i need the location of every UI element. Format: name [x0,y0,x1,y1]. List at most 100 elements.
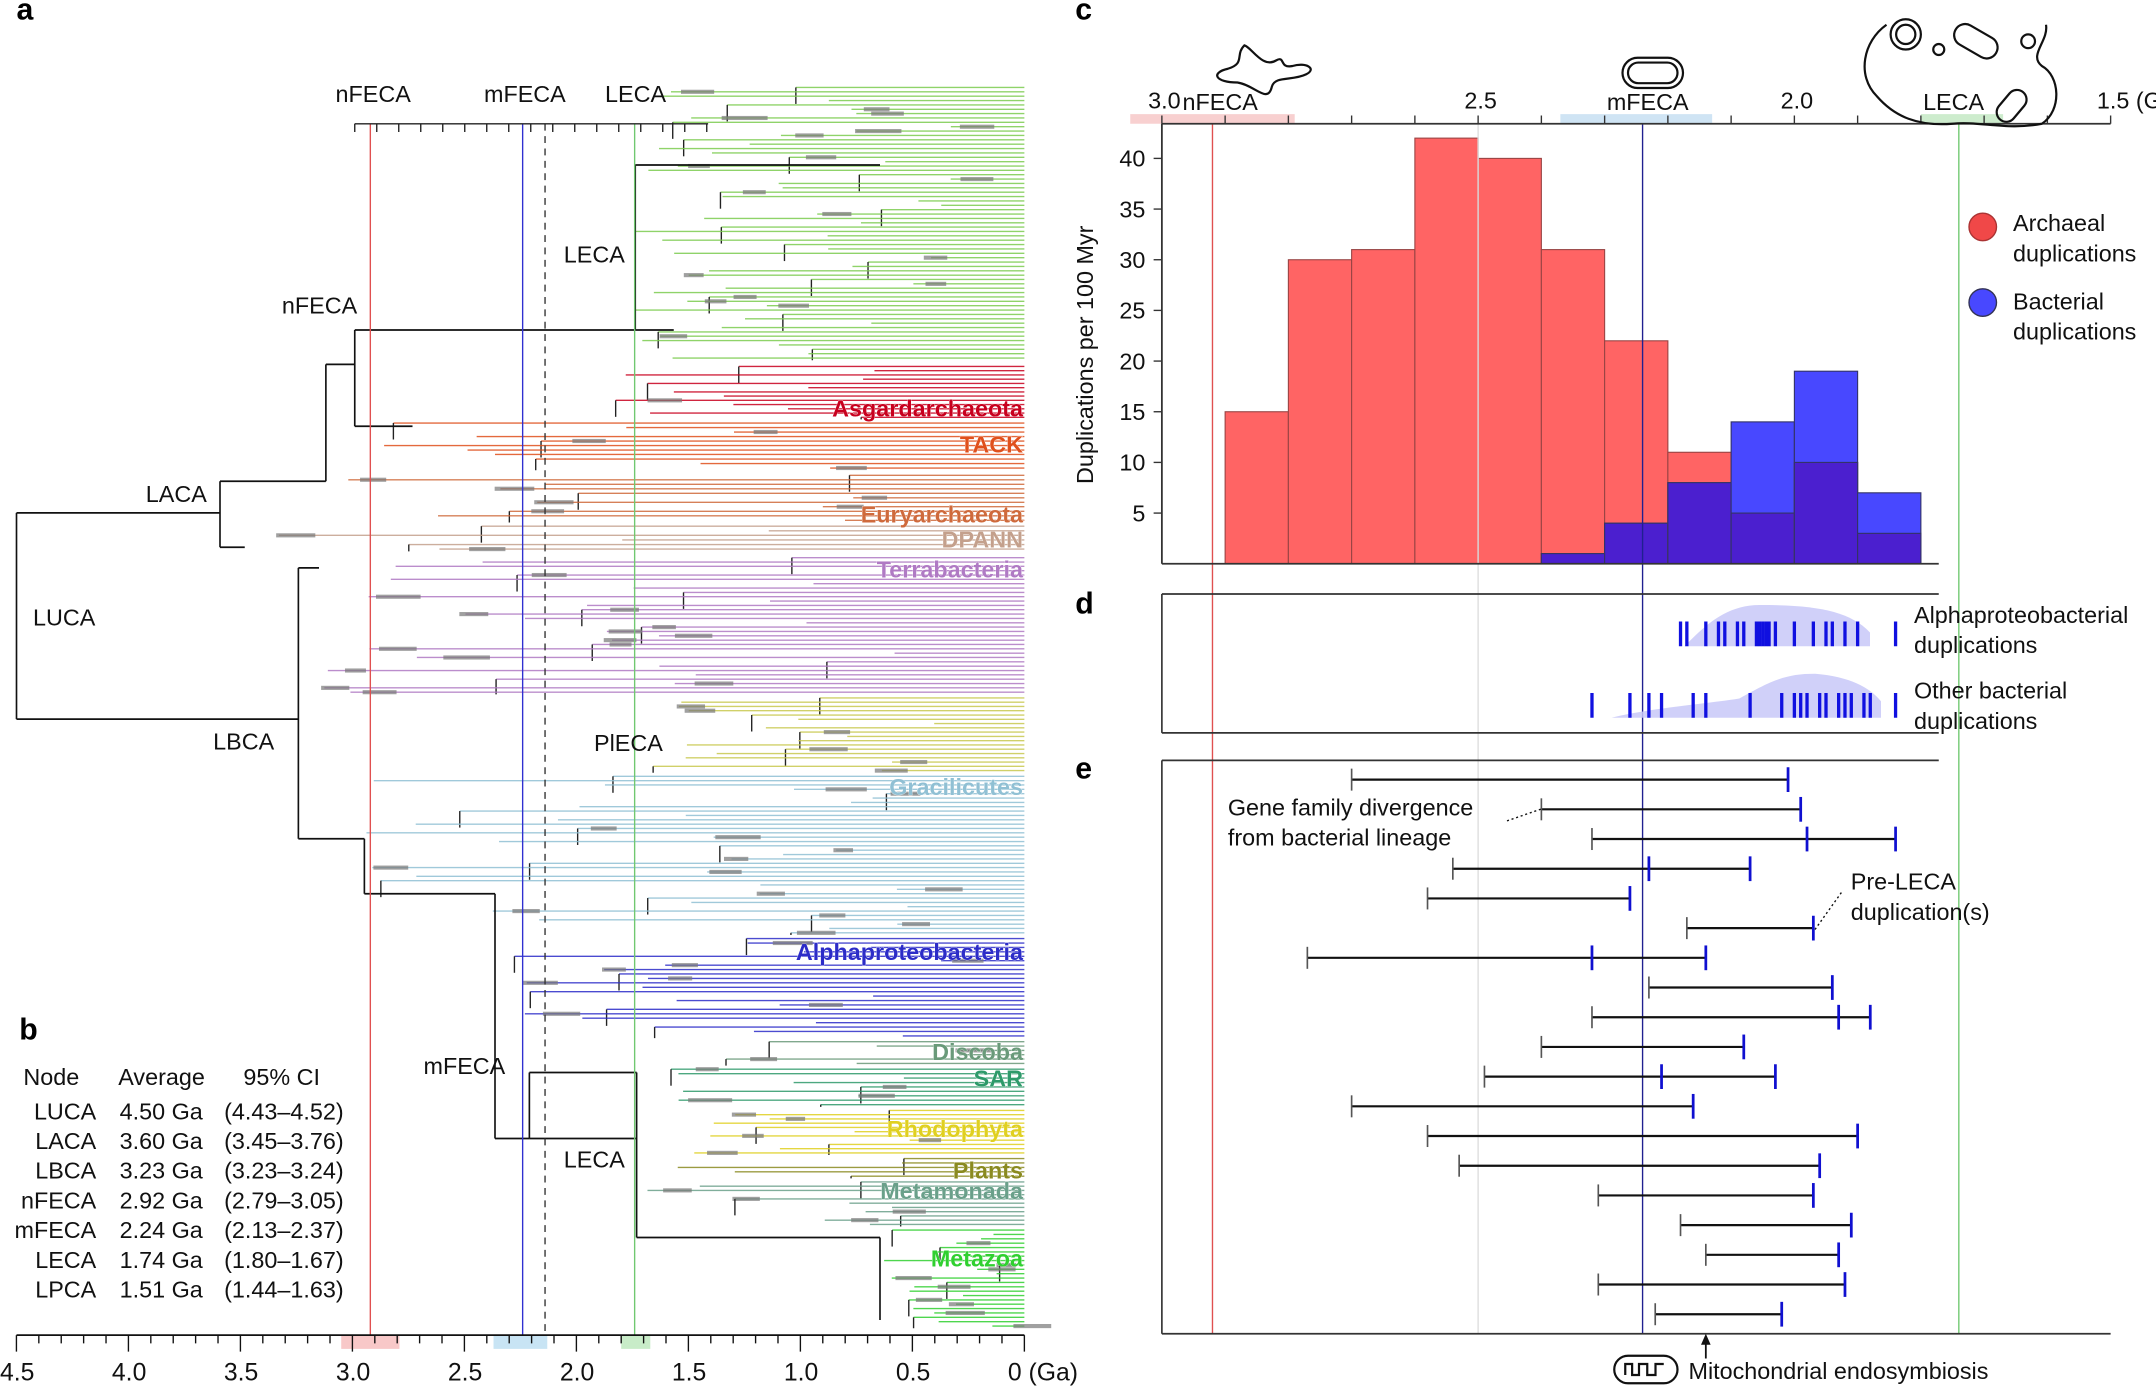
age-ci-bar [772,940,813,946]
row-node: LPCA [35,1276,96,1302]
age-ci-bar [321,685,350,690]
axis-tick-label: 1.0 [784,1360,818,1386]
age-ci-bar [900,759,928,765]
age-ci-bar [823,730,851,735]
marker-label-nfeca: nFECA [1183,89,1259,115]
age-ci-bar [822,211,852,217]
age-ci-bar [534,500,574,505]
age-ci-bar [966,1241,991,1246]
age-ci-bar [542,1011,581,1016]
row-node: mFECA [14,1217,96,1243]
bar-overlap [1730,512,1795,565]
clade-label-discoba: Discoba [932,1039,1024,1065]
node-label-pleca: PlECA [594,730,663,756]
node-label-nfeca: nFECA [282,293,358,319]
clade-label-metazoa: Metazoa [931,1245,1024,1271]
legend: Archaeal duplications Bacterial duplicat… [1968,210,2136,345]
density-alpha [1684,605,1870,647]
age-ci-bar [724,856,749,861]
duplication-rug-plot: Alphaproteobacterial duplications Other … [1161,593,2128,734]
age-ci-bar [459,612,489,617]
x-tick-label: 1.5 (Ga) [2097,88,2156,114]
age-ci-bar [955,1048,993,1053]
age-ci-bar [443,655,490,660]
age-ci-bar [676,704,706,709]
age-ci-bar [688,1098,733,1103]
node-age-lines [369,123,636,1341]
row-node: nFECA [21,1187,97,1213]
y-tick-label: 5 [1132,500,1145,526]
row-ci: (2.79–3.05) [224,1187,343,1213]
age-ci-bar [750,1057,778,1062]
ci-band-mfeca [1560,114,1713,124]
top-label-mfeca: mFECA [484,81,566,107]
axis-tick-label: 2.5 [448,1360,482,1386]
y-tick-label: 40 [1119,146,1145,172]
annotation-pre-leca-line2: duplication(s) [1851,899,1990,925]
y-tick-label: 20 [1119,348,1145,374]
axis-tick-label: 4.5 [0,1360,34,1386]
annotation-divergence-line1: Gene family divergence [1228,794,1473,820]
endosymbiosis-arrow-head [1701,1333,1711,1345]
age-ci-bar [572,438,606,444]
age-ci-bar [808,1002,843,1008]
age-ci-bar [858,1093,895,1098]
clade-label-metamonada: Metamonada [880,1178,1024,1204]
row-ci: (3.23–3.24) [224,1158,343,1184]
age-ci-bar [707,1150,738,1155]
axis-tick-label: 0 (Ga) [1008,1360,1078,1386]
archaeal-cell-icon [1216,44,1312,96]
age-ci-bar [652,625,676,630]
mitochondrion-icon [1613,1354,1679,1385]
eukaryotic-cell-icon [1863,18,2058,128]
age-ci-bar [684,708,716,713]
age-ci-bar [863,107,890,112]
y-tick-label: 15 [1119,399,1145,425]
age-ci-bar [882,1084,907,1089]
age-ci-bar [861,495,888,500]
age-ci-bar [602,967,626,972]
bar-archaeal [1414,137,1479,565]
gene-family-intervals: Gene family divergence from bacterial li… [1161,759,2111,1385]
age-ci-bar [915,1297,943,1302]
node-label-leca-bottom: LECA [564,1146,625,1172]
age-ci-bar [988,1267,1016,1272]
age-ci-bar [688,163,710,169]
age-ci-bar [704,299,727,304]
age-ci-bar [809,747,848,752]
age-ci-bar [874,768,908,773]
age-ci-bar [796,930,836,935]
age-ci-bar [778,303,809,308]
age-ci-bar [378,646,417,651]
age-ci-bar [756,891,785,896]
age-ci-bar [1013,1324,1052,1329]
age-ci-bar [671,963,698,968]
legend-bacterial-line1: Bacterial [2013,288,2104,314]
pre-leca-pointer [1814,890,1844,930]
ci-band [493,1335,548,1349]
age-ci-bar [825,787,867,792]
age-ci-bar [590,826,617,831]
node-label-mfeca: mFECA [424,1053,506,1079]
x-tick-label: 2.5 [1464,88,1496,114]
row-node: LUCA [34,1098,97,1124]
age-ci-bar [731,1112,757,1117]
clade-label-rhodophyta: Rhodophyta [887,1116,1024,1142]
y-axis-label: Duplications per 100 Myr [1072,225,1098,484]
age-ci-bar [895,1276,932,1281]
row-node: LECA [35,1247,96,1273]
age-ci-bar [360,477,387,482]
tree-branches [15,86,1052,1329]
header-node: Node [23,1064,79,1090]
time-calibrated-tree: nFECA mFECA LECA Asgardarchaeota TACK Eury… [0,81,1078,1386]
age-ci-bar [709,869,742,875]
annotation-divergence-line2: from bacterial lineage [1228,825,1451,851]
label-alpha-line1: Alphaproteobacterial [1914,602,2128,628]
age-ci-bar [694,681,734,686]
age-ci-bar [362,690,397,695]
age-ci-bar [892,1209,926,1214]
y-tick-label: 25 [1119,298,1145,324]
y-tick-label: 35 [1119,196,1145,222]
age-ci-bar [836,465,867,471]
